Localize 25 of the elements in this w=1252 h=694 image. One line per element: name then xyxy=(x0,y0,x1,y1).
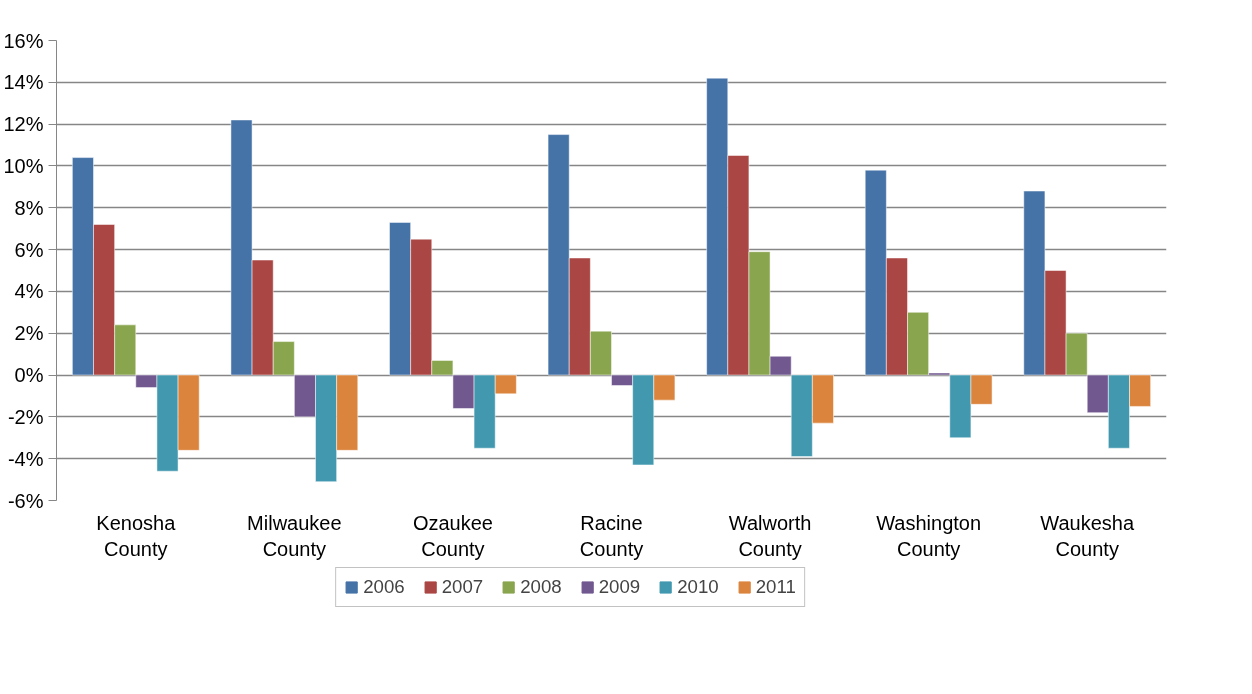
legend-label: 2011 xyxy=(755,576,796,598)
legend-label: 2010 xyxy=(677,576,719,598)
x-tick-label: Kenosha County xyxy=(96,511,177,560)
x-tick-label: Washington County xyxy=(876,511,982,560)
legend-label: 2006 xyxy=(363,576,405,598)
x-tick-label: Racine County xyxy=(579,511,644,560)
y-tick-label: 8% xyxy=(14,196,44,219)
x-tick-label: Ozaukee County xyxy=(412,511,493,560)
y-tick-label: 16% xyxy=(3,29,44,52)
legend-label: 2009 xyxy=(598,576,641,598)
y-tick-label: 14% xyxy=(3,71,44,94)
y-tick-label: 4% xyxy=(14,280,44,303)
legend-label: 2007 xyxy=(441,576,484,598)
y-tick-label: -2% xyxy=(7,405,44,428)
y-tick-label: 10% xyxy=(3,154,44,177)
legend-label: 2008 xyxy=(520,576,562,598)
y-tick-label: -4% xyxy=(7,447,44,470)
y-tick-label: 6% xyxy=(14,238,44,261)
y-tick-label: -6% xyxy=(7,489,44,512)
y-tick-label: 12% xyxy=(3,113,44,136)
x-tick-label: Milwaukee County xyxy=(247,511,342,560)
y-tick-label: 0% xyxy=(14,364,44,387)
x-tick-label: Walworth County xyxy=(728,511,812,560)
x-tick-label: Waukesha County xyxy=(1040,511,1135,560)
y-tick-label: 2% xyxy=(14,322,44,345)
